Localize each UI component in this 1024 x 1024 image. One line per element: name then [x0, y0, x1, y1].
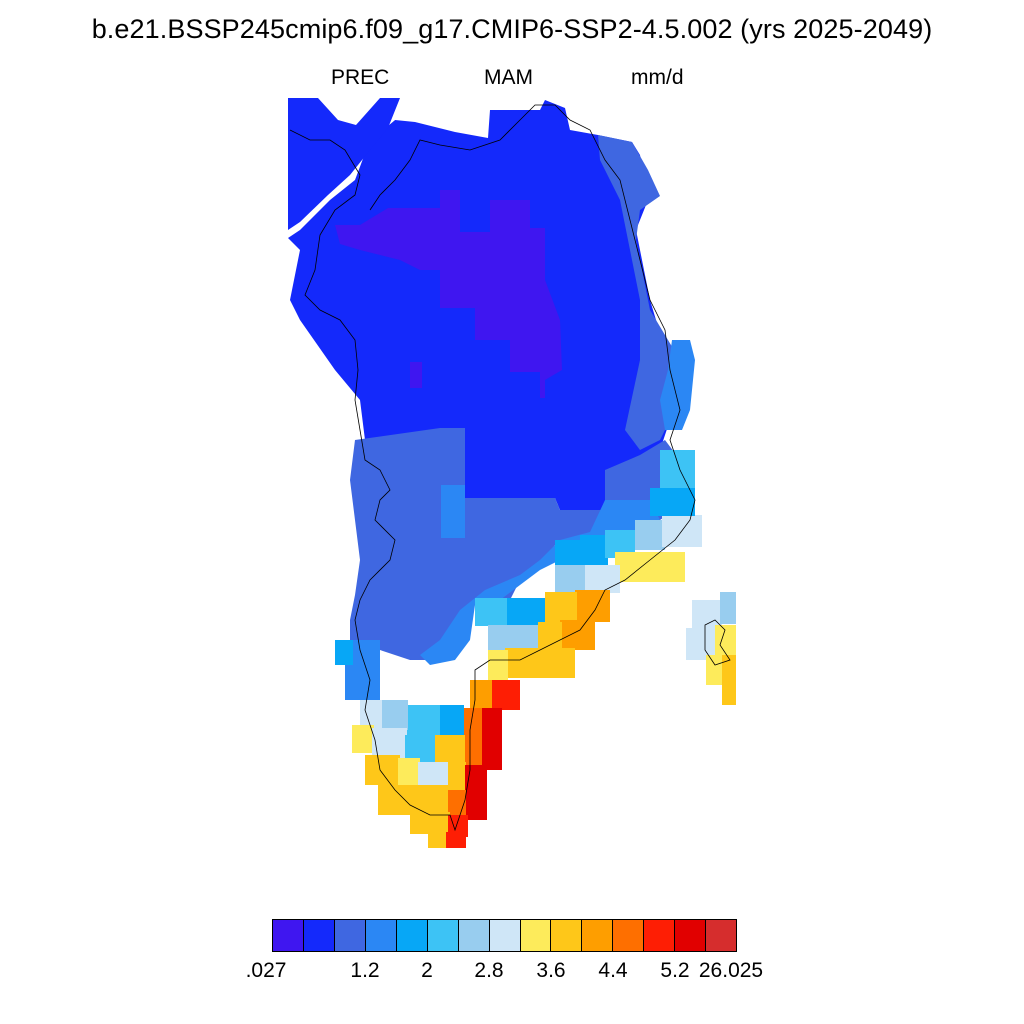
colorbar-swatch	[273, 920, 304, 951]
map-cell-orange-4	[462, 708, 482, 768]
map-cell-gold-1	[545, 592, 577, 622]
map-cell-orange-2	[560, 620, 595, 650]
map-cell-red-4	[448, 815, 468, 837]
colorbar-tick-label: 1.2	[350, 959, 380, 982]
map-cell-cyan-2	[555, 540, 583, 566]
coastline	[289, 104, 731, 832]
colorbar-tick-label: 4.4	[598, 959, 628, 982]
map-cell-cyan-3	[660, 450, 695, 490]
map-cell-sky-4	[475, 598, 507, 626]
colorbar-swatch	[334, 920, 366, 951]
map-region-east-blue	[598, 135, 680, 450]
island-cell-pale-1	[692, 600, 722, 628]
map-cell-gold-6	[378, 785, 448, 815]
map-region-violet	[335, 190, 562, 398]
map-cell-cyan-5	[505, 598, 545, 626]
colorbar-tick-label: 26.025	[698, 959, 764, 982]
colorbar	[272, 919, 737, 952]
colorbar-swatch	[427, 920, 459, 951]
map-cell-gold-3	[435, 735, 465, 765]
map-region-light-blue-coast	[660, 340, 695, 430]
map-cell-yellow-5	[398, 758, 420, 788]
map-cell-sky-5	[405, 705, 440, 735]
island-cell-sky-1	[720, 592, 736, 624]
colorbar-tick-label: 2	[421, 959, 433, 982]
map-region-violet-spot	[410, 362, 422, 388]
map-patch-light-blue-1	[441, 485, 465, 538]
map-cell-sky-6	[380, 700, 408, 730]
map-cell-yellow-3	[488, 650, 508, 680]
colorbar-swatch	[551, 920, 583, 951]
map-cell-cyan-4	[650, 488, 695, 516]
colorbar-swatch	[706, 920, 737, 951]
colorbar-swatch	[613, 920, 645, 951]
map-cell-orange-3	[470, 680, 492, 710]
colorbar-tick-label: 5.2	[660, 959, 690, 982]
map-cell-red-5	[446, 832, 466, 848]
map-cell-yellow-4	[352, 725, 374, 753]
map-region-medium-blue	[350, 428, 690, 660]
map-cell-yellow-1	[615, 552, 685, 582]
map-cell-yellow-2	[505, 648, 575, 678]
map-cell-red-3	[465, 765, 487, 820]
colorbar-swatch	[675, 920, 707, 951]
colorbar-swatch	[365, 920, 397, 951]
island-cell-yellow-1	[715, 625, 736, 655]
map-cell-sky-2	[635, 520, 665, 550]
map-region-dark-blue-nw	[288, 98, 400, 230]
map-cell-red-1	[490, 680, 520, 710]
variable-label: PREC	[331, 66, 390, 89]
colorbar-swatch	[644, 920, 676, 951]
island-cell-yellow-2	[706, 655, 724, 685]
season-label: MAM	[484, 66, 533, 89]
island-cell-gold-1	[722, 655, 736, 705]
map-cell-cyan-1	[580, 535, 608, 565]
colorbar-swatch	[458, 920, 490, 951]
colorbar-tick-label: 2.8	[474, 959, 504, 982]
map-cell-gold-4	[365, 755, 400, 785]
map-cell-cyan-6	[440, 705, 464, 735]
map-cell-pale-5	[372, 728, 407, 758]
colorbar-swatch	[303, 920, 335, 951]
colorbar-swatch	[489, 920, 521, 951]
map-cell-orange-1	[575, 590, 610, 622]
map-cell-gold-7	[410, 812, 450, 834]
colorbar-swatch	[520, 920, 552, 951]
map-cell-gold-5	[448, 762, 466, 792]
colorbar-tick-label: 3.6	[536, 959, 566, 982]
colorbar-swatch	[396, 920, 428, 951]
map-cell-pale-2	[585, 565, 620, 593]
plot-title: b.e21.BSSP245cmip6.f09_g17.CMIP6-SSP2-4.…	[91, 14, 933, 44]
colorbar-tick-label: .027	[245, 959, 287, 982]
map-cell-cyan-7	[335, 640, 353, 665]
map-cell-gold-8	[428, 832, 448, 848]
island-cell-pale-2	[686, 628, 716, 660]
map-cell-red-2	[480, 708, 502, 770]
map-cell-gold-2	[538, 622, 562, 652]
units-label: mm/d	[631, 66, 684, 89]
colorbar-swatch	[582, 920, 614, 951]
